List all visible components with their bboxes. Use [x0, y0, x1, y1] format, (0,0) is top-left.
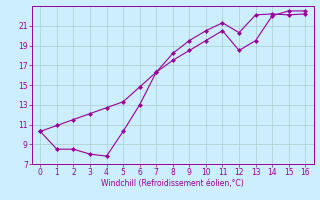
X-axis label: Windchill (Refroidissement éolien,°C): Windchill (Refroidissement éolien,°C): [101, 179, 244, 188]
